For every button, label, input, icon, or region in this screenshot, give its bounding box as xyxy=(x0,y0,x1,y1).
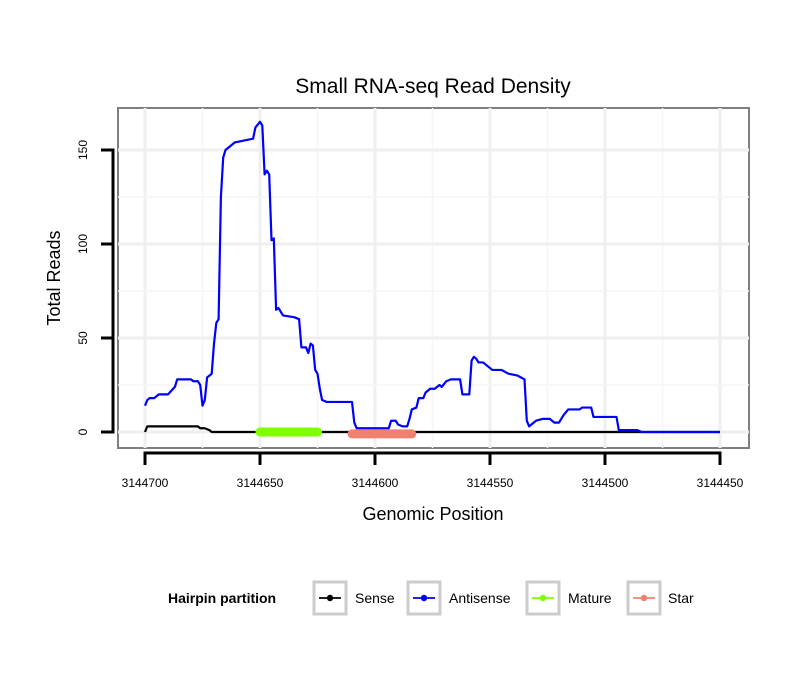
legend-item-antisense: Antisense xyxy=(406,580,511,616)
y-axis-title: Total Reads xyxy=(44,230,64,325)
y-tick-label: 100 xyxy=(76,234,90,254)
y-tick-label: 50 xyxy=(76,331,90,345)
series-group xyxy=(143,120,720,439)
legend-label: Star xyxy=(668,590,694,606)
legend-key-point xyxy=(640,594,648,602)
legend-label: Antisense xyxy=(449,590,511,606)
x-tick-label: 3144700 xyxy=(122,476,169,490)
x-axis-title: Genomic Position xyxy=(362,504,503,524)
legend-item-star: Star xyxy=(626,580,694,616)
x-tick-label: 3144500 xyxy=(582,476,629,490)
series-line-antisense xyxy=(143,120,720,434)
plot-panel xyxy=(117,107,750,449)
legend-key-point xyxy=(326,594,334,602)
legend-key-point xyxy=(420,594,428,602)
legend-item-mature: Mature xyxy=(525,580,612,616)
x-tick-label: 3144450 xyxy=(697,476,744,490)
legend-key-point xyxy=(539,594,547,602)
legend-title: Hairpin partition xyxy=(168,590,276,606)
x-axis: 3144700 3144650 3144600 3144550 3144500 31444… xyxy=(122,451,744,490)
legend-label: Sense xyxy=(355,590,395,606)
x-tick-label: 3144550 xyxy=(467,476,514,490)
legend: Hairpin partition Sense Antisense Mature St… xyxy=(168,580,694,616)
y-axis: 0 50 100 150 xyxy=(76,140,115,435)
chart-title: Small RNA-seq Read Density xyxy=(295,75,571,98)
y-tick-label: 150 xyxy=(76,140,90,160)
series-line-sense xyxy=(143,425,720,434)
x-tick-label: 3144600 xyxy=(352,476,399,490)
legend-label: Mature xyxy=(568,590,612,606)
y-tick-label: 0 xyxy=(76,428,90,435)
legend-item-sense: Sense xyxy=(312,580,395,616)
x-tick-label: 3144650 xyxy=(237,476,284,490)
